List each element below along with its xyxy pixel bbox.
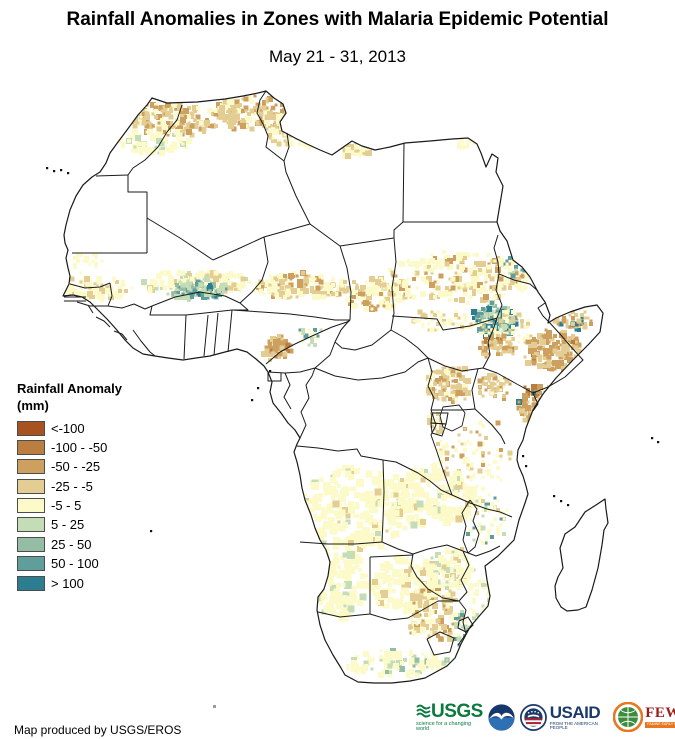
legend-label: -25 - -5 bbox=[51, 478, 93, 494]
legend-swatch bbox=[17, 575, 45, 591]
usgs-tagline: science for a changing world bbox=[416, 720, 472, 732]
legend-label: -100 - -50 bbox=[51, 439, 108, 455]
legend-row: -100 - -50 bbox=[17, 439, 167, 455]
legend-label: > 100 bbox=[51, 575, 84, 591]
legend-label: -5 - 5 bbox=[51, 498, 82, 514]
africa-coastline bbox=[62, 90, 609, 684]
usaid-seal-icon bbox=[519, 703, 547, 731]
legend-swatch bbox=[17, 420, 45, 436]
legend-unit: (mm) bbox=[17, 398, 49, 413]
legend-row: 5 - 25 bbox=[17, 517, 167, 533]
legend-swatch bbox=[17, 478, 45, 494]
map-legend: Rainfall Anomaly (mm) <-100 -100 - -50 -… bbox=[17, 381, 167, 596]
legend-swatch bbox=[17, 498, 45, 514]
fewsnet-tagline: FAMINE EARLY WARNING SYSTEMS NETWORK bbox=[645, 722, 675, 728]
usaid-tagline: FROM THE AMERICAN PEOPLE bbox=[549, 720, 598, 730]
legend-row: -5 - 5 bbox=[17, 498, 167, 514]
fewsnet-name: FEWS NET bbox=[645, 705, 675, 722]
legend-swatch bbox=[17, 459, 45, 475]
legend-label: 25 - 50 bbox=[51, 536, 92, 552]
usaid-name: USAID bbox=[549, 702, 601, 722]
legend-label: 5 - 25 bbox=[51, 517, 85, 533]
legend-swatch bbox=[17, 439, 45, 455]
usgs-logo: USGS science for a changing world bbox=[416, 702, 483, 733]
legend-row: > 100 bbox=[17, 575, 167, 591]
legend-swatch bbox=[17, 536, 45, 552]
legend-row: <-100 bbox=[17, 420, 167, 436]
island-dots bbox=[46, 167, 660, 708]
usgs-name: USGS bbox=[431, 700, 483, 722]
country-borders bbox=[64, 90, 584, 656]
map-credit: Map produced by USGS/EROS bbox=[14, 723, 182, 737]
legend-label: <-100 bbox=[51, 420, 85, 436]
legend-label: 50 - 100 bbox=[51, 556, 99, 572]
legend-row: -25 - -5 bbox=[17, 478, 167, 494]
usaid-logo: USAID FROM THE AMERICAN PEOPLE bbox=[519, 702, 608, 733]
legend-swatch bbox=[17, 556, 45, 572]
page-subtitle: May 21 - 31, 2013 bbox=[268, 47, 407, 66]
fewsnet-logo: FEWS NET FAMINE EARLY WARNING SYSTEMS NE… bbox=[613, 702, 675, 732]
legend-title: Rainfall Anomaly bbox=[17, 381, 122, 396]
legend-row: 25 - 50 bbox=[17, 536, 167, 552]
agency-logos: USGS science for a changing world USAID … bbox=[416, 700, 675, 734]
legend-row: -50 - -25 bbox=[17, 459, 167, 475]
legend-label: -50 - -25 bbox=[51, 459, 101, 475]
legend-row: 50 - 100 bbox=[17, 556, 167, 572]
usgs-wave-icon bbox=[416, 704, 431, 718]
page-title: Rainfall Anomalies in Zones with Malaria… bbox=[66, 9, 609, 30]
fewsnet-globe-icon bbox=[613, 702, 644, 732]
legend-swatch bbox=[17, 517, 45, 533]
noaa-icon bbox=[488, 703, 515, 731]
